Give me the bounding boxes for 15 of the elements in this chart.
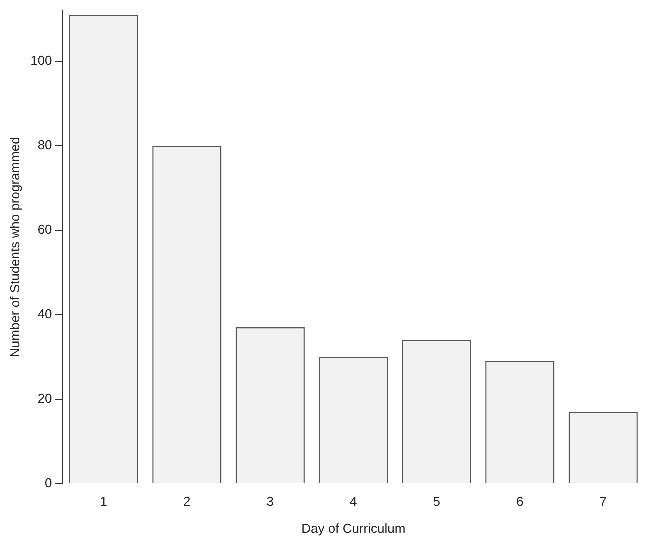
x-tick-label: 2 [184, 494, 191, 510]
x-tick-label: 4 [350, 494, 358, 510]
x-tick-label: 7 [600, 494, 607, 510]
x-tick-label: 6 [516, 494, 524, 510]
y-tick-label: 40 [38, 306, 52, 322]
x-tick-label: 1 [100, 494, 108, 510]
y-tick-label: 80 [38, 138, 52, 153]
y-tick-label: 100 [30, 53, 52, 68]
x-tick-label: 3 [266, 494, 274, 510]
y-tick-label: 20 [38, 390, 52, 406]
y-tick-label: 60 [38, 222, 52, 237]
y-axis-title: Number of Students who programmed [7, 137, 22, 358]
x-tick-label: 5 [433, 494, 441, 510]
x-axis-title: Day of Curriculum [302, 520, 406, 536]
y-tick-label: 0 [45, 475, 52, 490]
